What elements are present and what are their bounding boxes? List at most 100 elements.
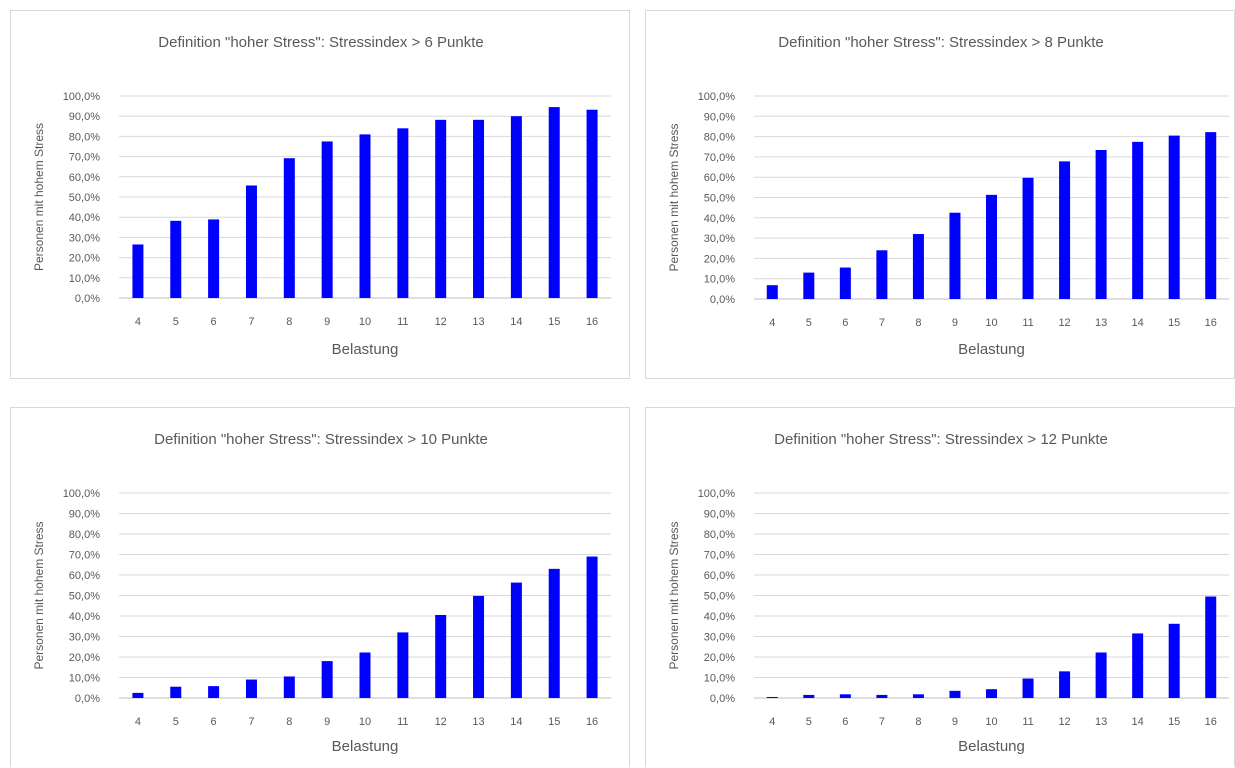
y-tick-label: 0,0% bbox=[75, 693, 100, 705]
x-tick-label: 12 bbox=[1058, 716, 1070, 728]
x-tick-label: 10 bbox=[985, 317, 997, 329]
x-tick-label: 9 bbox=[324, 716, 330, 728]
bar bbox=[473, 595, 485, 698]
y-tick-label: 90,0% bbox=[69, 111, 100, 123]
y-tick-label: 80,0% bbox=[704, 529, 735, 541]
bar bbox=[766, 696, 778, 698]
bar bbox=[1205, 132, 1217, 299]
y-tick-label: 80,0% bbox=[69, 131, 100, 143]
x-tick-label: 13 bbox=[472, 716, 484, 728]
y-tick-label: 10,0% bbox=[704, 673, 735, 685]
y-tick-label: 20,0% bbox=[69, 253, 100, 265]
y-tick-label: 20,0% bbox=[704, 652, 735, 664]
x-tick-label: 11 bbox=[1022, 716, 1033, 728]
x-tick-label: 16 bbox=[1205, 716, 1217, 728]
bar bbox=[586, 109, 598, 299]
bar bbox=[1059, 161, 1071, 299]
bar bbox=[949, 212, 961, 299]
bar bbox=[586, 556, 598, 698]
bar bbox=[435, 614, 447, 698]
chart-panel-stressindex-10: Definition "hoher Stress": Stressindex >… bbox=[10, 407, 630, 767]
x-tick-label: 5 bbox=[173, 316, 179, 328]
y-tick-label: 30,0% bbox=[69, 232, 100, 244]
x-tick-label: 16 bbox=[1205, 317, 1217, 329]
x-tick-label: 4 bbox=[135, 716, 141, 728]
x-tick-label: 9 bbox=[952, 317, 958, 329]
bar bbox=[548, 568, 560, 698]
x-tick-label: 14 bbox=[1132, 317, 1144, 329]
chart-panel-stressindex-12: Definition "hoher Stress": Stressindex >… bbox=[645, 407, 1235, 767]
x-tick-label: 4 bbox=[769, 317, 775, 329]
y-tick-label: 70,0% bbox=[69, 152, 100, 164]
y-tick-label: 60,0% bbox=[69, 570, 100, 582]
y-tick-label: 30,0% bbox=[704, 233, 735, 245]
y-tick-label: 40,0% bbox=[704, 213, 735, 225]
x-tick-label: 10 bbox=[359, 716, 371, 728]
x-tick-label: 13 bbox=[1095, 716, 1107, 728]
chart-panel-stressindex-8: Definition "hoher Stress": Stressindex >… bbox=[645, 10, 1235, 379]
x-tick-label: 6 bbox=[211, 716, 217, 728]
x-tick-label: 12 bbox=[1058, 317, 1070, 329]
y-tick-label: 80,0% bbox=[704, 132, 735, 144]
bar bbox=[245, 679, 257, 698]
y-tick-label: 30,0% bbox=[69, 632, 100, 644]
bar bbox=[435, 119, 447, 298]
y-tick-label: 100,0% bbox=[698, 488, 736, 500]
bar-chart-stressindex-8: Definition "hoher Stress": Stressindex >… bbox=[667, 34, 1229, 358]
x-tick-label: 11 bbox=[1022, 317, 1033, 329]
bar bbox=[839, 267, 851, 299]
x-tick-label: 5 bbox=[173, 716, 179, 728]
y-tick-label: 20,0% bbox=[704, 253, 735, 265]
x-tick-label: 9 bbox=[952, 716, 958, 728]
bar bbox=[876, 694, 888, 698]
bar bbox=[839, 694, 851, 698]
x-tick-label: 13 bbox=[472, 316, 484, 328]
bar bbox=[170, 686, 182, 698]
x-tick-label: 14 bbox=[510, 316, 522, 328]
y-axis-label: Personen mit hohem Stress bbox=[32, 123, 46, 271]
x-tick-label: 6 bbox=[842, 716, 848, 728]
chart-title: Definition "hoher Stress": Stressindex >… bbox=[154, 431, 488, 448]
bar-chart-stressindex-6: Definition "hoher Stress": Stressindex >… bbox=[32, 34, 611, 358]
x-tick-label: 8 bbox=[915, 317, 921, 329]
x-tick-label: 7 bbox=[879, 317, 885, 329]
y-tick-label: 0,0% bbox=[710, 693, 735, 705]
bar bbox=[548, 107, 560, 298]
bar bbox=[986, 194, 997, 299]
x-axis-label: Belastung bbox=[332, 738, 399, 755]
y-tick-label: 10,0% bbox=[704, 274, 735, 286]
y-tick-label: 70,0% bbox=[69, 550, 100, 562]
bar bbox=[208, 219, 220, 298]
y-axis-label: Personen mit hohem Stress bbox=[32, 521, 46, 669]
x-axis-label: Belastung bbox=[958, 341, 1025, 358]
bar bbox=[766, 285, 778, 299]
y-tick-label: 90,0% bbox=[704, 111, 735, 123]
bar-chart-stressindex-12: Definition "hoher Stress": Stressindex >… bbox=[667, 431, 1229, 755]
bar bbox=[949, 690, 961, 698]
x-tick-label: 11 bbox=[397, 316, 408, 328]
chart-title: Definition "hoher Stress": Stressindex >… bbox=[778, 34, 1103, 51]
x-tick-label: 15 bbox=[1168, 716, 1180, 728]
y-tick-label: 90,0% bbox=[69, 509, 100, 521]
bar bbox=[1168, 623, 1180, 698]
bar bbox=[283, 158, 295, 298]
bar bbox=[1095, 652, 1107, 698]
x-tick-label: 10 bbox=[985, 716, 997, 728]
y-tick-label: 0,0% bbox=[75, 293, 100, 305]
bar bbox=[283, 676, 295, 698]
bar bbox=[912, 694, 924, 698]
bar bbox=[510, 582, 522, 698]
y-tick-label: 50,0% bbox=[704, 591, 735, 603]
y-tick-label: 10,0% bbox=[69, 273, 100, 285]
x-tick-label: 14 bbox=[1132, 716, 1144, 728]
bar bbox=[397, 632, 409, 698]
x-tick-label: 8 bbox=[286, 316, 292, 328]
y-tick-label: 50,0% bbox=[69, 192, 100, 204]
x-tick-label: 16 bbox=[586, 716, 598, 728]
bar bbox=[1095, 149, 1107, 299]
x-tick-label: 15 bbox=[1168, 317, 1180, 329]
x-tick-label: 10 bbox=[359, 316, 371, 328]
bar bbox=[245, 185, 257, 298]
x-tick-label: 11 bbox=[397, 716, 408, 728]
bar bbox=[1168, 135, 1180, 299]
